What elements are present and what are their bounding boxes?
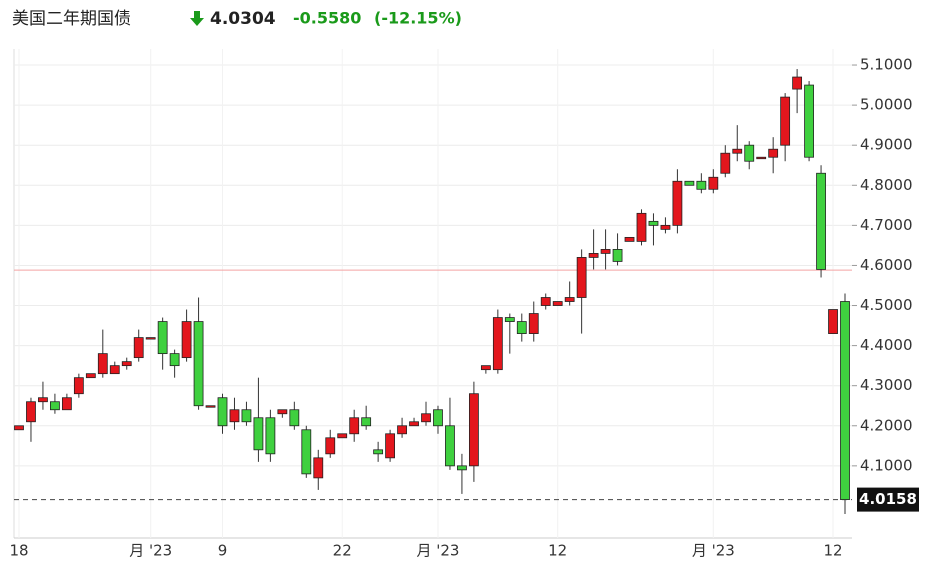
change: -0.5580 <box>293 9 361 28</box>
candle-body <box>684 180 695 186</box>
candle-body <box>289 409 300 427</box>
candle-body <box>552 301 563 306</box>
candle-body <box>457 465 467 471</box>
candle-body <box>480 365 491 371</box>
candle-body <box>61 397 72 411</box>
candle-body <box>109 365 120 375</box>
candle-body <box>636 212 647 242</box>
price: 4.0304 <box>210 9 276 29</box>
candle-body <box>193 321 204 407</box>
candle-body <box>600 249 611 254</box>
candle-body <box>828 309 838 334</box>
candle-body <box>445 425 455 467</box>
candle-body <box>528 313 539 334</box>
candle-body <box>708 176 719 190</box>
x-tick-label: 12 <box>548 542 567 560</box>
candle-body <box>121 361 132 367</box>
candle-body <box>229 409 240 423</box>
y-tick-label: 4.1000 <box>860 456 913 474</box>
candle-body <box>349 417 360 435</box>
y-tick-label: 5.1000 <box>860 56 913 74</box>
y-tick-label: 4.2000 <box>860 416 913 434</box>
candle-body <box>433 409 443 427</box>
candle-body <box>421 413 431 423</box>
candle-body <box>337 433 348 439</box>
candle-body <box>768 148 779 158</box>
candle-body <box>588 253 599 258</box>
candle-body <box>97 353 108 375</box>
candle-body <box>840 301 850 501</box>
candle-body <box>792 76 803 90</box>
candle-body <box>756 156 767 160</box>
x-tick-label: 月 '23 <box>129 542 172 560</box>
candle-body <box>409 421 419 427</box>
candle-body <box>169 353 180 367</box>
candle-body <box>780 96 791 146</box>
candle-body <box>732 148 743 154</box>
y-tick-label: 4.8000 <box>860 176 913 194</box>
candle-body <box>157 321 168 355</box>
candle-body <box>217 397 228 427</box>
candle-body <box>145 337 156 340</box>
x-tick-label: 月 '23 <box>692 542 735 560</box>
y-tick-label: 4.3000 <box>860 376 913 394</box>
candle-body <box>313 457 324 479</box>
y-tick-label: 4.4000 <box>860 336 913 354</box>
candle-body <box>816 172 826 270</box>
candle-body <box>672 180 683 226</box>
candle-body <box>744 144 755 162</box>
candle-body <box>205 405 216 408</box>
change-pct: (-12.15%) <box>374 9 462 28</box>
candle-body <box>385 433 396 459</box>
candle-body <box>14 425 24 431</box>
x-tick-label: 9 <box>218 542 228 560</box>
candle-body <box>181 321 192 359</box>
x-tick-label: 22 <box>333 542 352 560</box>
x-tick-label: 月 '23 <box>416 542 459 560</box>
candle-body <box>373 449 384 455</box>
candle-body <box>720 152 731 174</box>
x-tick-label: 12 <box>823 542 842 560</box>
y-tick-label: 5.0000 <box>860 96 913 114</box>
candle-body <box>133 337 144 359</box>
candle-body <box>253 417 264 451</box>
last-price-label: 4.0158 <box>859 490 917 508</box>
candle-body <box>492 317 503 371</box>
candle-body <box>696 180 707 190</box>
candle-body <box>504 317 515 322</box>
y-tick-label: 4.7000 <box>860 216 913 234</box>
candle-body <box>648 220 659 226</box>
candle-body <box>73 377 84 395</box>
candle-body <box>361 417 372 427</box>
candle-body <box>325 437 336 455</box>
candle-body <box>241 409 252 423</box>
last-price-box <box>857 487 919 512</box>
candle-body <box>265 417 276 455</box>
y-tick-label: 4.9000 <box>860 136 913 154</box>
candle-body <box>38 397 48 403</box>
candle-body <box>564 297 575 302</box>
y-tick-label: 4.6000 <box>860 256 913 274</box>
x-tick-label: 18 <box>9 542 28 560</box>
candle-body <box>576 257 587 298</box>
candle-body <box>50 401 60 411</box>
candle-body <box>612 249 623 262</box>
candle-body <box>660 224 671 230</box>
chart-title: 美国二年期国债 <box>12 9 131 29</box>
candle-body <box>540 297 551 306</box>
candle-body <box>277 409 288 415</box>
down-arrow <box>190 11 204 26</box>
candle-body <box>468 393 479 467</box>
candle-body <box>85 373 96 379</box>
candle-body <box>804 84 814 158</box>
candle-body <box>397 425 407 435</box>
candle-body <box>624 236 635 242</box>
candle-body <box>301 429 312 475</box>
candle-body <box>26 401 36 423</box>
y-tick-label: 4.5000 <box>860 296 913 314</box>
candle-body <box>516 321 527 334</box>
